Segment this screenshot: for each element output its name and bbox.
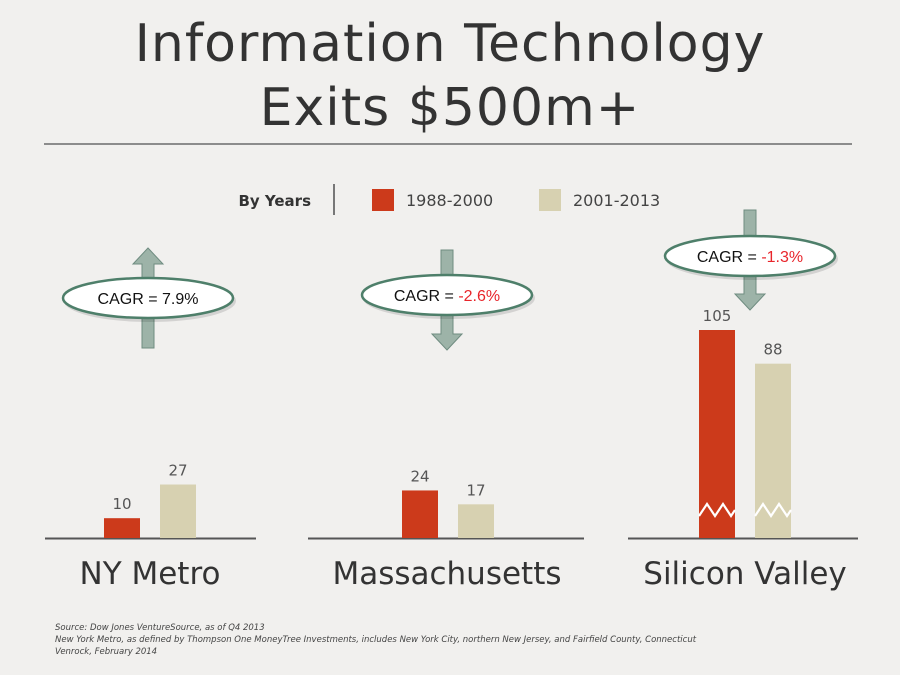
silicon-valley-cagr-bubble [663,234,837,278]
legend-swatch-1 [372,189,394,211]
chart-title-line-1: Information Technology [134,14,766,74]
legend-swatch-2 [539,189,561,211]
chart-title-line-2: Exits $500m+ [259,78,641,138]
ny-metro-value-label-1: 10 [112,495,131,513]
ny-metro-cagr-label: CAGR = 7.9% [98,291,199,308]
silicon-valley-axis-break-2 [754,502,792,518]
massachusetts-cagr-value: -2.6% [458,288,500,305]
source-notes: Source: Dow Jones VentureSource, as of Q… [55,622,875,658]
ny-metro-bar-1 [104,518,140,538]
massachusetts-bar-1 [402,490,438,538]
silicon-valley-axis-break-1 [698,502,736,518]
title-divider [44,143,852,145]
ny-metro-cagr-value: 7.9% [162,291,198,308]
silicon-valley-panel-label: Silicon Valley [643,556,846,592]
legend-label-2: 2001-2013 [573,191,660,210]
massachusetts-cagr-prefix: CAGR = [394,288,458,305]
massachusetts-panel-label: Massachusetts [332,556,561,592]
ny-metro-bar-2 [160,484,196,538]
source-line-2: New York Metro, as defined by Thompson O… [55,635,697,645]
chart-area: By Years 1988-2000 2001-2013 10 27 NY Metro CA… [45,184,858,592]
source-line-1: Source: Dow Jones VentureSource, as of Q… [55,623,265,633]
ny-metro-cagr-prefix: CAGR = [98,291,162,308]
silicon-valley-cagr-value: -1.3% [761,249,803,266]
ny-metro-cagr-bubble [61,276,235,320]
ny-metro-panel-label: NY Metro [80,556,221,592]
massachusetts-bar-2 [458,504,494,538]
legend-label-1: 1988-2000 [406,191,493,210]
legend-title: By Years [238,192,311,210]
source-line-3: Venrock, February 2014 [55,647,158,657]
silicon-valley-cagr-label: CAGR = -1.3% [697,249,803,266]
massachusetts-value-label-2: 17 [466,481,485,499]
silicon-valley-cagr-prefix: CAGR = [697,249,761,266]
massachusetts-cagr-bubble [360,273,534,317]
ny-metro-value-label-2: 27 [168,462,187,480]
massachusetts-value-label-1: 24 [410,467,429,485]
silicon-valley-value-label-1: 105 [703,307,732,325]
silicon-valley-bar-1 [699,330,735,538]
silicon-valley-value-label-2: 88 [763,341,782,359]
massachusetts-cagr-label: CAGR = -2.6% [394,288,500,305]
